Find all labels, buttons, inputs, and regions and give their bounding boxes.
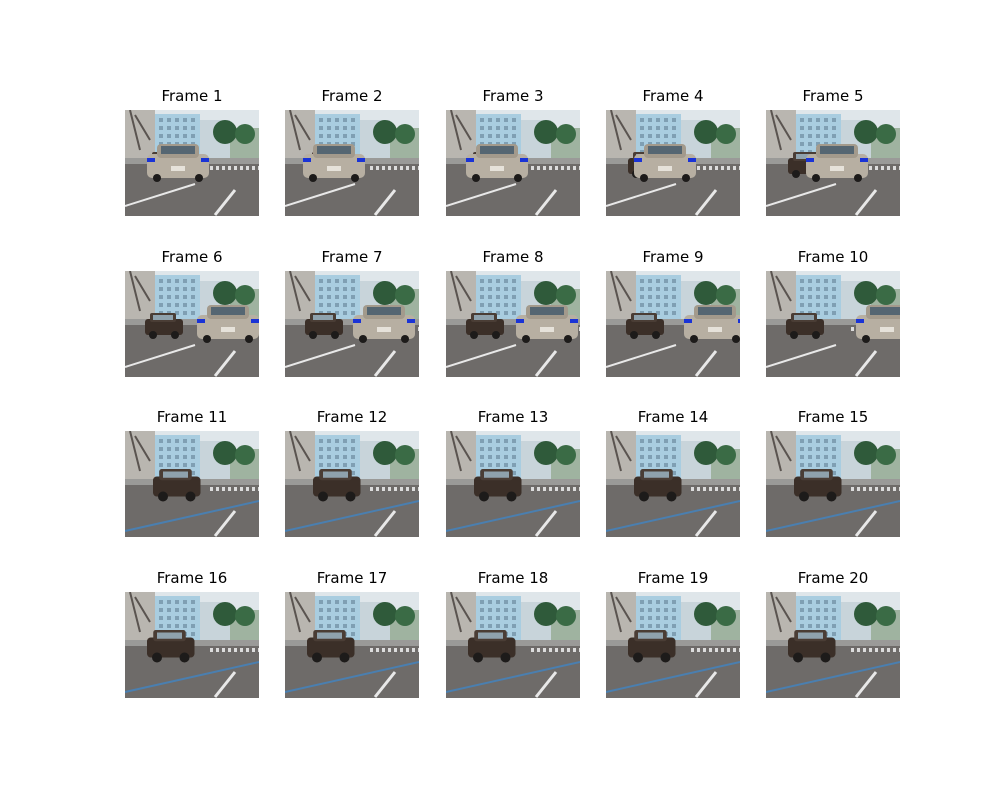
frame-image	[285, 271, 419, 377]
frame-title: Frame 9	[642, 248, 704, 266]
frame-image	[125, 271, 259, 377]
frame-title: Frame 16	[156, 569, 228, 587]
frame-image	[446, 431, 580, 537]
frame-image	[606, 431, 740, 537]
frame-title: Frame 4	[642, 87, 704, 105]
frame-title: Frame 3	[482, 87, 544, 105]
frame-title: Frame 5	[802, 87, 864, 105]
frame-image	[285, 431, 419, 537]
frame-title: Frame 11	[156, 408, 228, 426]
frame-title: Frame 10	[797, 248, 869, 266]
frame-title: Frame 14	[637, 408, 709, 426]
frame-title: Frame 1	[161, 87, 223, 105]
frame-image	[125, 592, 259, 698]
frame-image	[766, 431, 900, 537]
frame-image	[606, 110, 740, 216]
frame-title: Frame 15	[797, 408, 869, 426]
frame-title: Frame 7	[321, 248, 383, 266]
frame-image	[125, 431, 259, 537]
frame-image	[606, 592, 740, 698]
frame-title: Frame 2	[321, 87, 383, 105]
frame-image	[606, 271, 740, 377]
frame-title: Frame 13	[477, 408, 549, 426]
frame-image	[446, 110, 580, 216]
frame-title: Frame 8	[482, 248, 544, 266]
frame-title: Frame 20	[797, 569, 869, 587]
frame-image	[285, 592, 419, 698]
frame-image	[766, 271, 900, 377]
frame-title: Frame 17	[316, 569, 388, 587]
frame-image	[285, 110, 419, 216]
frame-title: Frame 18	[477, 569, 549, 587]
frame-image	[766, 592, 900, 698]
frame-image	[446, 271, 580, 377]
frame-title: Frame 12	[316, 408, 388, 426]
frame-image	[446, 592, 580, 698]
frame-image	[125, 110, 259, 216]
frame-title: Frame 6	[161, 248, 223, 266]
frame-image	[766, 110, 900, 216]
frame-title: Frame 19	[637, 569, 709, 587]
